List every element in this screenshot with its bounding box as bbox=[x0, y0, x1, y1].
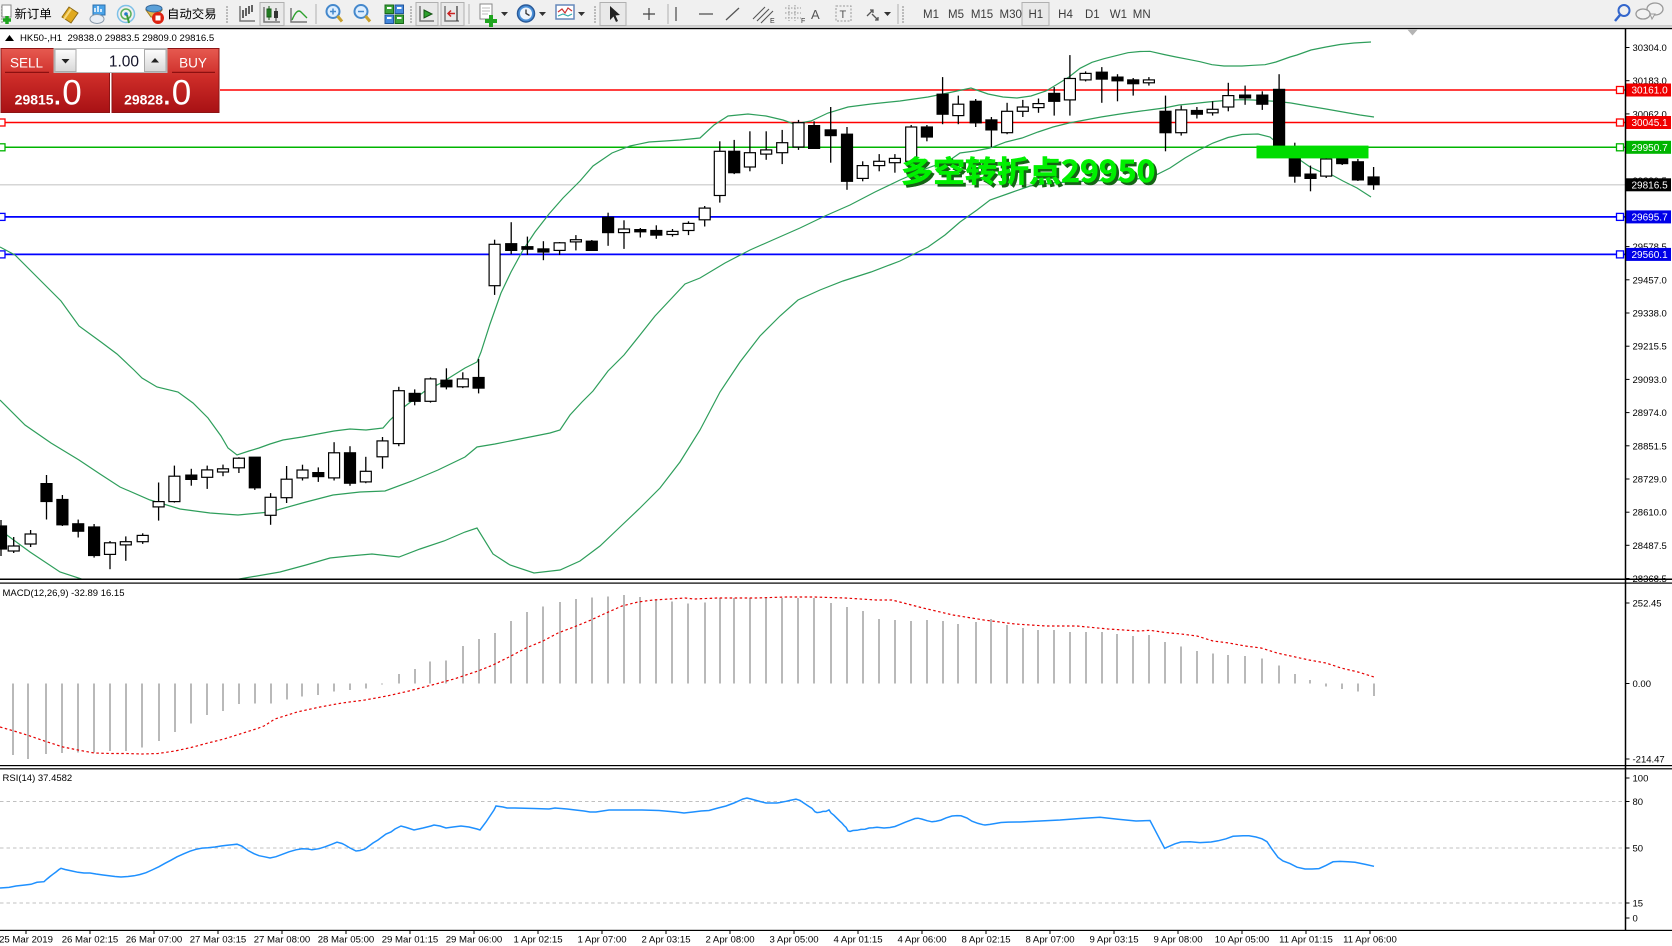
svg-text:3 Apr 05:00: 3 Apr 05:00 bbox=[769, 935, 818, 946]
svg-text:30045.1: 30045.1 bbox=[1632, 118, 1669, 129]
svg-text:28 Mar 05:00: 28 Mar 05:00 bbox=[318, 935, 375, 946]
svg-text:A: A bbox=[811, 7, 820, 22]
svg-text:26 Mar 07:00: 26 Mar 07:00 bbox=[126, 935, 183, 946]
svg-text:252.45: 252.45 bbox=[1633, 599, 1662, 610]
svg-text:.0: .0 bbox=[162, 74, 191, 113]
svg-text:8 Apr 07:00: 8 Apr 07:00 bbox=[1025, 935, 1074, 946]
svg-text:HK50-,H1 29838.0 29883.5 2980: HK50-,H1 29838.0 29883.5 29809.0 29816.5 bbox=[20, 33, 214, 44]
svg-text:28610.0: 28610.0 bbox=[1633, 508, 1667, 519]
svg-text:30304.0: 30304.0 bbox=[1633, 43, 1667, 54]
svg-text:M1: M1 bbox=[923, 9, 939, 21]
svg-text:4 Apr 06:00: 4 Apr 06:00 bbox=[897, 935, 946, 946]
svg-text:100: 100 bbox=[1633, 774, 1649, 785]
svg-text:F: F bbox=[801, 18, 805, 25]
svg-text:29215.5: 29215.5 bbox=[1633, 342, 1667, 353]
svg-text:MN: MN bbox=[1133, 9, 1151, 21]
svg-text:25 Mar 2019: 25 Mar 2019 bbox=[0, 935, 53, 946]
svg-text:15: 15 bbox=[1633, 899, 1644, 910]
svg-text:M30: M30 bbox=[1000, 9, 1022, 21]
svg-text:30183.0: 30183.0 bbox=[1633, 76, 1667, 87]
svg-text:27 Mar 08:00: 27 Mar 08:00 bbox=[254, 935, 311, 946]
svg-text:MACD(12,26,9) -32.89 16.15: MACD(12,26,9) -32.89 16.15 bbox=[3, 588, 125, 599]
svg-text:29816.5: 29816.5 bbox=[1632, 180, 1669, 191]
svg-text:29338.0: 29338.0 bbox=[1633, 309, 1667, 320]
svg-text:29815: 29815 bbox=[15, 92, 54, 108]
svg-text:0: 0 bbox=[1633, 914, 1638, 925]
svg-text:80: 80 bbox=[1633, 797, 1644, 808]
svg-text:11 Apr 06:00: 11 Apr 06:00 bbox=[1343, 935, 1397, 946]
svg-text:T: T bbox=[840, 9, 847, 21]
svg-text:9 Apr 08:00: 9 Apr 08:00 bbox=[1153, 935, 1202, 946]
svg-text:29560.1: 29560.1 bbox=[1632, 250, 1669, 261]
svg-text:29828: 29828 bbox=[124, 92, 163, 108]
svg-text:28729.0: 28729.0 bbox=[1633, 475, 1667, 486]
svg-text:29950.7: 29950.7 bbox=[1632, 143, 1669, 154]
svg-text:4 Apr 01:15: 4 Apr 01:15 bbox=[833, 935, 882, 946]
svg-text:8 Apr 02:15: 8 Apr 02:15 bbox=[961, 935, 1010, 946]
svg-text:1 Apr 02:15: 1 Apr 02:15 bbox=[513, 935, 562, 946]
svg-text:D1: D1 bbox=[1085, 9, 1100, 21]
svg-text:.0: .0 bbox=[53, 74, 82, 113]
svg-text:SELL: SELL bbox=[10, 56, 44, 71]
svg-text:28974.0: 28974.0 bbox=[1633, 408, 1667, 419]
svg-text:50: 50 bbox=[1633, 844, 1644, 855]
svg-text:30161.0: 30161.0 bbox=[1632, 86, 1669, 97]
svg-text:9 Apr 03:15: 9 Apr 03:15 bbox=[1089, 935, 1138, 946]
svg-text:-214.47: -214.47 bbox=[1633, 755, 1665, 766]
svg-text:1 Apr 07:00: 1 Apr 07:00 bbox=[577, 935, 626, 946]
svg-text:M15: M15 bbox=[971, 9, 993, 21]
svg-text:29093.0: 29093.0 bbox=[1633, 375, 1667, 386]
svg-text:2 Apr 08:00: 2 Apr 08:00 bbox=[705, 935, 754, 946]
svg-text:W1: W1 bbox=[1110, 9, 1127, 21]
svg-text:E: E bbox=[770, 18, 775, 25]
svg-text:26 Mar 02:15: 26 Mar 02:15 bbox=[62, 935, 119, 946]
svg-text:2 Apr 03:15: 2 Apr 03:15 bbox=[641, 935, 690, 946]
svg-text:28487.5: 28487.5 bbox=[1633, 541, 1667, 552]
svg-text:11 Apr 01:15: 11 Apr 01:15 bbox=[1279, 935, 1333, 946]
svg-text:29 Mar 01:15: 29 Mar 01:15 bbox=[382, 935, 439, 946]
svg-text:H4: H4 bbox=[1058, 9, 1073, 21]
svg-text:30062.0: 30062.0 bbox=[1633, 109, 1667, 120]
svg-text:RSI(14) 37.4582: RSI(14) 37.4582 bbox=[3, 773, 73, 784]
svg-text:M5: M5 bbox=[948, 9, 964, 21]
svg-text:H1: H1 bbox=[1028, 9, 1043, 21]
svg-text:1.00: 1.00 bbox=[109, 54, 140, 71]
svg-text:28851.5: 28851.5 bbox=[1633, 441, 1667, 452]
svg-text:29578.5: 29578.5 bbox=[1633, 242, 1667, 253]
svg-text:29695.7: 29695.7 bbox=[1632, 212, 1669, 223]
svg-text:BUY: BUY bbox=[179, 56, 207, 71]
svg-text:10 Apr 05:00: 10 Apr 05:00 bbox=[1215, 935, 1269, 946]
svg-text:29 Mar 06:00: 29 Mar 06:00 bbox=[446, 935, 503, 946]
svg-text:0.00: 0.00 bbox=[1633, 679, 1652, 690]
svg-text:27 Mar 03:15: 27 Mar 03:15 bbox=[190, 935, 247, 946]
svg-text:29457.0: 29457.0 bbox=[1633, 275, 1667, 286]
